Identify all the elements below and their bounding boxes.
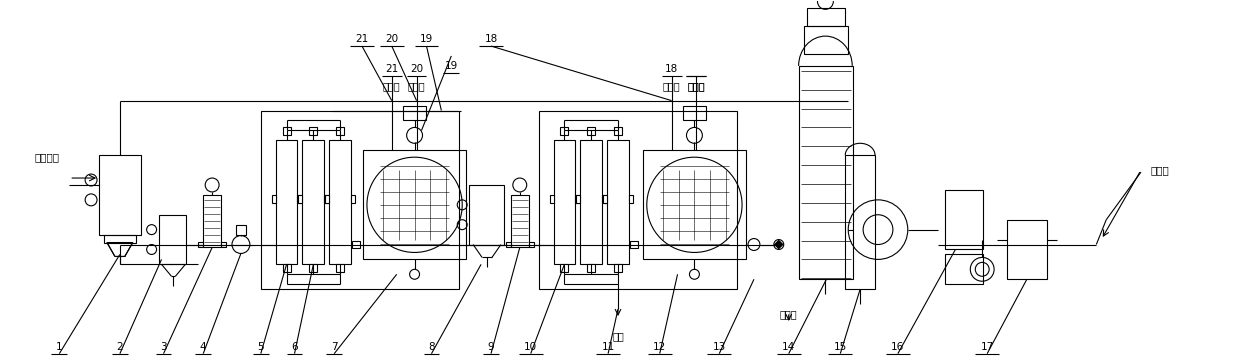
Bar (272, 195, 275, 203)
Bar (310, 127, 317, 135)
Text: 12: 12 (653, 342, 666, 352)
Bar (945, 190, 983, 249)
Bar (806, 8, 846, 26)
Text: 3: 3 (160, 342, 167, 352)
Bar (298, 195, 301, 203)
Bar (560, 264, 568, 272)
Bar (588, 127, 595, 135)
Text: 物料骨汤: 物料骨汤 (35, 152, 60, 162)
Text: 20: 20 (410, 64, 423, 74)
Bar (403, 106, 427, 121)
Text: 20: 20 (386, 34, 398, 44)
Bar (352, 241, 360, 249)
Bar (159, 215, 186, 264)
Text: 5: 5 (258, 342, 264, 352)
Bar (580, 140, 603, 264)
Text: 2: 2 (117, 342, 123, 352)
Text: 11: 11 (601, 342, 615, 352)
Text: 21: 21 (386, 64, 398, 74)
Text: 热水进: 热水进 (663, 81, 681, 91)
Bar (104, 234, 135, 242)
Text: 纯水: 纯水 (613, 331, 624, 341)
Bar (799, 66, 853, 279)
Bar (553, 140, 575, 264)
Bar (614, 127, 622, 135)
Bar (560, 127, 568, 135)
Bar (538, 111, 737, 289)
Bar (221, 241, 226, 248)
Bar (283, 127, 290, 135)
Bar (325, 195, 330, 203)
Text: 17: 17 (981, 342, 993, 352)
Bar (575, 195, 579, 203)
Text: 9: 9 (487, 342, 495, 352)
Bar (203, 195, 221, 248)
Bar (614, 264, 622, 272)
Bar (310, 264, 317, 272)
Text: 14: 14 (782, 342, 795, 352)
Bar (325, 195, 329, 203)
Text: 21: 21 (356, 34, 368, 44)
Bar (642, 150, 746, 260)
Bar (275, 140, 298, 264)
Bar (198, 241, 203, 248)
Text: 16: 16 (892, 342, 904, 352)
Bar (588, 264, 595, 272)
Text: 1: 1 (56, 342, 63, 352)
Bar (336, 264, 345, 272)
Text: 18: 18 (665, 64, 678, 74)
Bar (629, 195, 632, 203)
Bar (469, 185, 503, 245)
Bar (549, 195, 553, 203)
Bar (260, 111, 459, 289)
Bar (846, 155, 875, 289)
Text: 4: 4 (200, 342, 207, 352)
Text: 10: 10 (525, 342, 537, 352)
Polygon shape (774, 240, 784, 249)
Bar (804, 26, 848, 54)
Text: 热水进: 热水进 (383, 81, 401, 91)
Text: 自来水: 自来水 (1151, 165, 1169, 175)
Bar (682, 106, 707, 121)
Text: 热水回: 热水回 (688, 81, 706, 91)
Bar (511, 195, 528, 248)
Text: 19: 19 (445, 61, 458, 71)
Text: 7: 7 (331, 342, 337, 352)
Bar (603, 195, 606, 203)
Bar (630, 241, 637, 249)
Bar (945, 254, 983, 284)
Bar (299, 195, 303, 203)
Text: 13: 13 (713, 342, 725, 352)
Bar (303, 140, 325, 264)
Bar (351, 195, 355, 203)
Text: 6: 6 (291, 342, 298, 352)
Bar (236, 225, 246, 234)
Text: 蒸馏水: 蒸馏水 (780, 309, 797, 319)
Bar (603, 195, 608, 203)
Bar (577, 195, 580, 203)
Text: 8: 8 (428, 342, 435, 352)
Text: 热水回: 热水回 (408, 81, 425, 91)
Text: 15: 15 (833, 342, 847, 352)
Bar (608, 140, 629, 264)
Bar (528, 241, 533, 248)
Bar (1007, 220, 1047, 279)
Bar (363, 150, 466, 260)
Text: 热水回: 热水回 (688, 81, 706, 91)
Bar (99, 155, 140, 234)
Bar (283, 264, 290, 272)
Bar (336, 127, 345, 135)
Bar (330, 140, 351, 264)
Text: 18: 18 (485, 34, 497, 44)
Bar (506, 241, 511, 248)
Text: 19: 19 (420, 34, 433, 44)
